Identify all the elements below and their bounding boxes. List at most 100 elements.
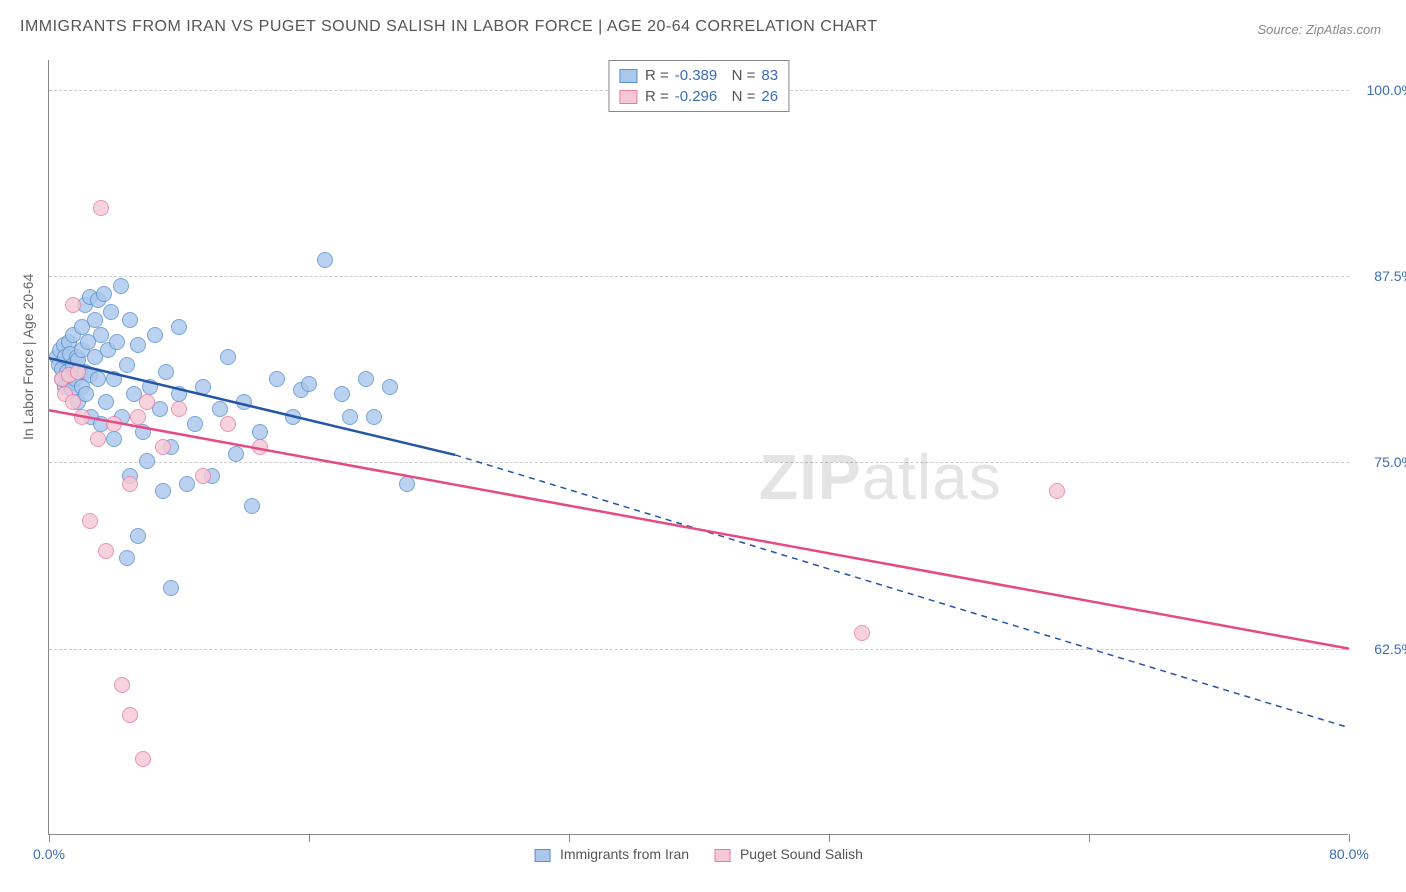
- scatter-point: [139, 394, 155, 410]
- legend-row-salish: R = -0.296 N = 26: [619, 86, 778, 107]
- scatter-point: [382, 379, 398, 395]
- legend-swatch-salish: [619, 90, 637, 104]
- scatter-point: [119, 357, 135, 373]
- scatter-point: [74, 409, 90, 425]
- scatter-point: [252, 424, 268, 440]
- scatter-point: [1049, 483, 1065, 499]
- x-tick: [569, 834, 570, 842]
- scatter-point: [87, 312, 103, 328]
- scatter-point: [158, 364, 174, 380]
- scatter-point: [317, 252, 333, 268]
- scatter-point: [244, 498, 260, 514]
- x-tick-label: 0.0%: [33, 846, 65, 862]
- scatter-point: [93, 200, 109, 216]
- scatter-point: [122, 476, 138, 492]
- scatter-point: [155, 439, 171, 455]
- scatter-point: [155, 483, 171, 499]
- scatter-point: [93, 327, 109, 343]
- scatter-point: [106, 371, 122, 387]
- scatter-point: [220, 416, 236, 432]
- y-tick-label: 100.0%: [1354, 82, 1406, 98]
- scatter-point: [179, 476, 195, 492]
- scatter-point: [334, 386, 350, 402]
- scatter-point: [122, 707, 138, 723]
- scatter-point: [135, 751, 151, 767]
- trend-line-solid: [49, 410, 1349, 648]
- scatter-point: [90, 431, 106, 447]
- x-tick: [49, 834, 50, 842]
- scatter-point: [142, 379, 158, 395]
- scatter-point: [342, 409, 358, 425]
- legend-item-salish: Puget Sound Salish: [714, 846, 863, 862]
- legend-swatch-iran: [619, 69, 637, 83]
- scatter-point: [854, 625, 870, 641]
- correlation-legend: R = -0.389 N = 83 R = -0.296 N = 26: [608, 60, 789, 112]
- legend-r-value-iran: -0.389: [675, 67, 718, 84]
- scatter-point: [103, 304, 119, 320]
- scatter-point: [98, 543, 114, 559]
- scatter-point: [228, 446, 244, 462]
- scatter-point: [195, 379, 211, 395]
- scatter-point: [106, 431, 122, 447]
- scatter-point: [220, 349, 236, 365]
- scatter-point: [366, 409, 382, 425]
- x-tick: [1089, 834, 1090, 842]
- legend-r-value-salish: -0.296: [675, 88, 718, 105]
- scatter-point: [114, 677, 130, 693]
- scatter-point: [163, 580, 179, 596]
- scatter-point: [98, 394, 114, 410]
- watermark: ZIPatlas: [759, 440, 1002, 514]
- scatter-point: [130, 528, 146, 544]
- scatter-point: [65, 297, 81, 313]
- scatter-point: [106, 416, 122, 432]
- scatter-point: [122, 312, 138, 328]
- scatter-point: [358, 371, 374, 387]
- x-tick: [1349, 834, 1350, 842]
- series-legend: Immigrants from Iran Puget Sound Salish: [534, 846, 863, 862]
- y-tick-label: 62.5%: [1354, 641, 1406, 657]
- scatter-point: [301, 376, 317, 392]
- legend-r-label: R =: [645, 88, 669, 105]
- gridline: [49, 462, 1349, 463]
- legend-n-value-iran: 83: [761, 67, 778, 84]
- scatter-point: [109, 334, 125, 350]
- x-tick-label: 80.0%: [1329, 846, 1369, 862]
- chart-title: IMMIGRANTS FROM IRAN VS PUGET SOUND SALI…: [20, 18, 878, 36]
- scatter-point: [269, 371, 285, 387]
- legend-swatch-salish-icon: [714, 849, 730, 862]
- scatter-point: [96, 286, 112, 302]
- x-tick: [309, 834, 310, 842]
- scatter-point: [70, 364, 86, 380]
- trend-lines: [49, 60, 1349, 835]
- legend-label-iran: Immigrants from Iran: [560, 846, 689, 862]
- legend-label-salish: Puget Sound Salish: [740, 846, 863, 862]
- gridline: [49, 276, 1349, 277]
- scatter-point: [147, 327, 163, 343]
- scatter-point: [82, 513, 98, 529]
- x-tick: [829, 834, 830, 842]
- legend-item-iran: Immigrants from Iran: [534, 846, 689, 862]
- legend-n-value-salish: 26: [761, 88, 778, 105]
- scatter-point: [139, 453, 155, 469]
- scatter-point: [195, 468, 211, 484]
- scatter-point: [171, 319, 187, 335]
- y-axis-label: In Labor Force | Age 20-64: [20, 274, 36, 440]
- plot-area: R = -0.389 N = 83 R = -0.296 N = 26 62.5…: [48, 60, 1348, 835]
- scatter-point: [135, 424, 151, 440]
- trend-line-dashed: [455, 455, 1349, 728]
- scatter-point: [212, 401, 228, 417]
- scatter-point: [130, 409, 146, 425]
- scatter-point: [171, 386, 187, 402]
- scatter-point: [171, 401, 187, 417]
- scatter-point: [252, 439, 268, 455]
- gridline: [49, 649, 1349, 650]
- legend-swatch-iran-icon: [534, 849, 550, 862]
- scatter-point: [130, 337, 146, 353]
- source-attribution: Source: ZipAtlas.com: [1257, 22, 1381, 37]
- scatter-point: [90, 371, 106, 387]
- legend-row-iran: R = -0.389 N = 83: [619, 65, 778, 86]
- y-tick-label: 75.0%: [1354, 454, 1406, 470]
- scatter-point: [399, 476, 415, 492]
- scatter-point: [285, 409, 301, 425]
- legend-n-label: N =: [723, 88, 755, 105]
